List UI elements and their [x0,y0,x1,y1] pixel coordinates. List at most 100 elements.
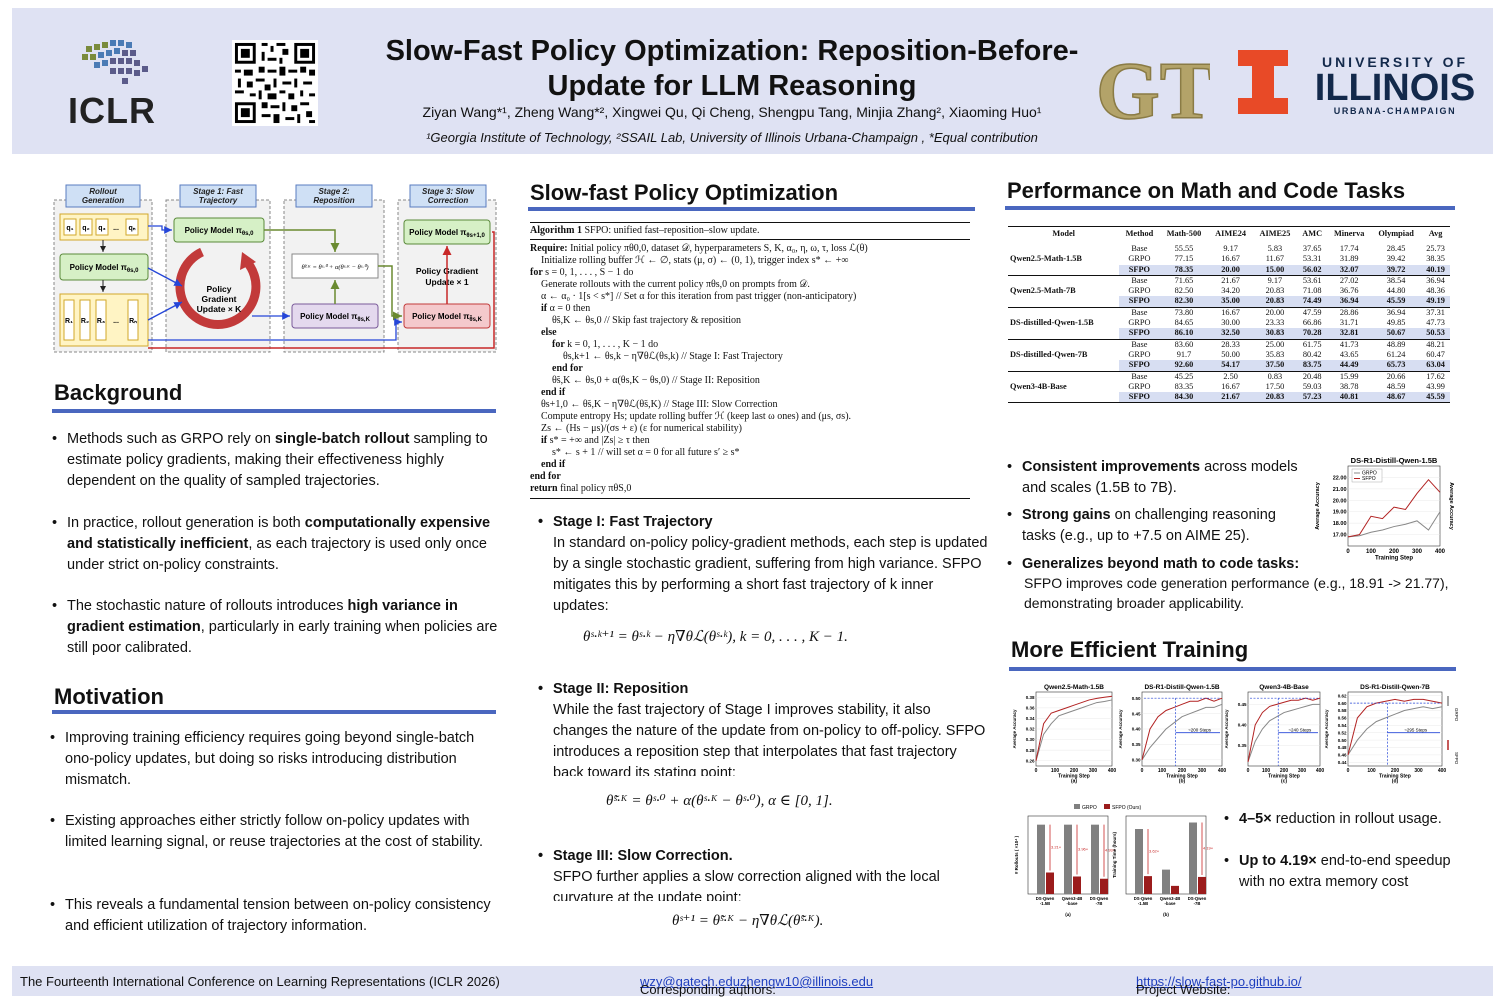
series-line-grpo [1247,703,1320,763]
table-cell: 66.86 [1302,318,1322,328]
x-tick-label: 0 [1346,549,1350,555]
table-cell: 39.42 [1386,254,1406,264]
sfpo-rule [528,207,975,211]
stage1-label-2: Trajectory [199,196,238,205]
panel-label: (b) [1163,912,1169,917]
policy-model-rollout [59,253,149,281]
table-cell: 17.62 [1426,371,1445,381]
table-cell: 57.23 [1297,392,1328,404]
y-tick-label: 0.58 [1338,708,1347,713]
legend-entry: GRPO [1082,805,1097,811]
x-tick-label: -1.5B [1040,901,1050,906]
algorithm-line: for k = 0, 1, . . . , K − 1 do [552,339,659,350]
legend-entry: SFPO (Ours) [1112,805,1142,811]
bar-grpo [1091,824,1099,894]
stage2-heading: Stage II: Reposition [538,679,688,700]
table-cell: 48.21 [1426,339,1445,349]
svg-text:θ̃ˢ·ᴷ = θˢ·⁰ + α(θˢ·ᴷ − θˢ·⁰): θ̃ˢ·ᴷ = θˢ·⁰ + α(θˢ·ᴷ − θˢ·⁰) [301,264,368,271]
y-tick-label: 0.62 [1338,693,1347,698]
model-name-cell: Qwen2.5-Math-1.5B [1008,242,1120,276]
background-bullet-3: The stochastic nature of rollouts introd… [52,596,501,659]
legend-entry: SFPO [1362,476,1376,482]
table-cell: 48.36 [1426,286,1445,296]
table-cell: 34.20 [1221,286,1240,296]
x-tick-label: 200 [1391,768,1400,774]
table-cell: 65.73 [1371,360,1422,372]
uiuc-line-1: UNIVERSITY OF [1321,54,1469,70]
table-cell: 36.94 [1327,296,1372,308]
algorithm-box: Algorithm 1 SFPO: unified fast–repositio… [530,222,970,500]
legend-entry: GRPO [1362,471,1377,477]
table-cell: 50.00 [1221,349,1240,359]
performance-bullet-3: Generalizes beyond math to code tasks: [1007,554,1322,575]
reduction-annotation: 3.62× [1149,849,1160,854]
table-row: GRPO 91.7 50.00 35.83 80.42 43.65 61.24 60.47 [1008,350,1450,360]
table-cell: Base [1131,307,1148,317]
table-cell: 15.99 [1339,371,1359,381]
iclr-logo-text: ICLR [68,90,156,131]
table-cell: 73.80 [1174,307,1194,317]
reduction-annotation: 3.96× [1078,847,1089,852]
bar-grpo [1162,869,1170,894]
chart-title: DS-R1-Distill-Qwen-1.5B [1351,456,1438,465]
algorithm-line: end if [541,459,566,470]
table-cell: 41.73 [1339,339,1359,349]
y-axis-label: Average Accuracy [1324,709,1329,748]
algorithm-line: θs+1,0 ← θ̃s,K − η∇θℒ(θ̃s,K) // Stage II… [541,399,778,410]
algorithm-lines: Require: Initial policy πθ0,0, dataset 𝒟… [530,243,970,495]
table-cell: 84.65 [1174,318,1194,328]
x-tick-label: 400 [1108,768,1117,774]
algorithm-line: θ̃s,K ← θs,0 // Skip fast trajectory & r… [552,315,742,326]
table-cell: 17.74 [1339,244,1359,253]
performance-rule [1005,206,1455,210]
table-header-cell: Method [1119,226,1160,243]
table-cell: 71.65 [1174,275,1194,285]
y-tick-label: 0.30 [1132,758,1141,763]
series-line-sfpo [1247,697,1321,762]
x-tick-label: 300 [1414,768,1423,774]
table-cell: 59.03 [1302,381,1322,391]
aime-chart-ds-1.5b: DS-R1-Distill-Qwen-1.5B 0 100 200 300 400 17.0… [1315,456,1454,562]
y-tick-label: 0.40 [1132,727,1141,732]
table-cell: 30.00 [1221,318,1240,328]
table-cell: 20.83 [1265,286,1285,296]
corresponding-authors: Corresponding authors: wzy@gatech.edu, z… [640,974,874,997]
reduction-annotation: 4.19× [1203,846,1214,851]
panel-label: (a) [1065,912,1071,917]
x-tick-label: 400 [1316,768,1325,774]
algorithm-line: Require: Initial policy πθ0,0, dataset 𝒟… [530,243,868,254]
y-tick-label: 0.56 [1338,716,1347,721]
x-tick-label: 0 [1141,768,1144,774]
qr-code-icon[interactable] [232,40,318,126]
table-cell: 20.83 [1252,296,1298,308]
table-cell: 60.47 [1426,349,1445,359]
table-cell: 45.59 [1371,296,1422,308]
table-row: Qwen2.5-Math-7B Base 71.65 21.67 9.17 53.61 27… [1008,275,1450,308]
svg-text:q₁: q₁ [66,225,73,232]
table-cell: 48.59 [1386,381,1406,391]
table-cell: 49.85 [1386,318,1406,328]
project-website-link[interactable]: https://slow-fast-po.github.io/ [1136,974,1302,989]
x-axis-label: Training Step [1375,556,1413,562]
table-cell: 61.75 [1302,339,1322,349]
table-cell: 83.35 [1174,381,1194,391]
x-tick-label: 100 [1051,768,1060,774]
table-cell: 36.76 [1339,286,1359,296]
table-cell: 47.73 [1426,318,1445,328]
series-line-grpo [1347,706,1443,756]
table-cell: 9.17 [1223,244,1238,253]
email-link-2[interactable]: zhengw10@illinois.edu [739,974,874,989]
algorithm-title: Algorithm 1 SFPO: unified fast–repositio… [530,225,760,236]
performance-bullet-2: Strong gains on challenging reasoning ta… [1007,505,1312,547]
bar-sfpo [1144,876,1152,894]
panel-label: (b) [1179,779,1186,785]
series-line-sfpo [1035,695,1113,761]
table-row: GRPO 84.65 30.00 23.33 66.86 31.71 49.85 47.73 [1008,318,1450,328]
algorithm-line: α ← α₀ · 1[s < s*] // Set α for this ite… [541,291,857,302]
pg-update-k-2: Gradient [202,294,237,304]
project-website: Project Website: https://slow-fast-po.gi… [1136,974,1302,997]
table-row: SFPO 78.35 20.00 15.00 56.02 32.07 39.72 40.19 [1008,264,1450,276]
x-tick-label: -7B [1194,901,1201,906]
email-link-1[interactable]: wzy@gatech.edu [640,974,740,989]
series-line-sfpo [1141,697,1223,760]
